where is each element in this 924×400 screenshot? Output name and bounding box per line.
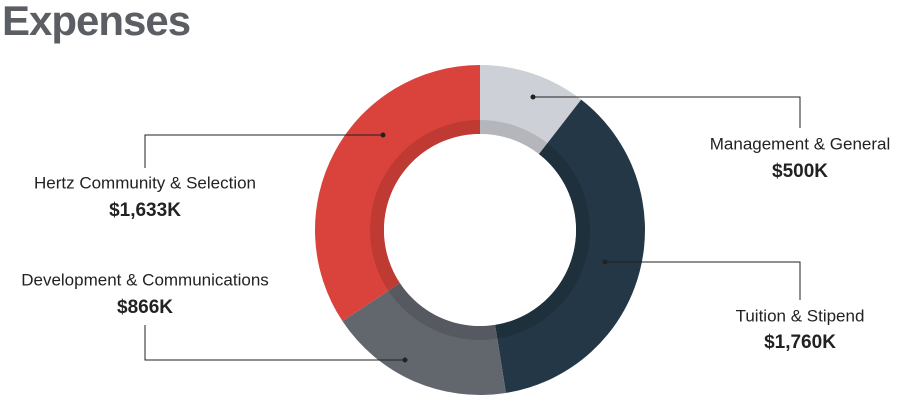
wedge: [315, 65, 480, 322]
wedge: [495, 99, 645, 393]
callouts: Management & General $500K Tuition & Stipe…: [21, 94, 891, 363]
value-label: $1,760K: [764, 332, 836, 353]
category-label: Management & General: [710, 134, 891, 153]
value-label: $1,633K: [109, 200, 181, 221]
leader-dot: [380, 132, 386, 138]
value-label: $500K: [772, 161, 828, 182]
chart-title: Expenses: [2, 0, 190, 44]
leader-dot: [602, 259, 608, 265]
leader-dot: [402, 357, 408, 363]
leader-dot: [530, 94, 536, 100]
wedge: [480, 65, 582, 155]
leader-line: [605, 261, 801, 300]
inner-shadow-ring: [370, 120, 590, 340]
leader-line: [533, 96, 801, 128]
category-label: Tuition & Stipend: [736, 306, 865, 325]
leader-line: [144, 325, 405, 361]
donut: [315, 65, 645, 395]
category-label: Development & Communications: [21, 270, 269, 289]
wedge: [342, 283, 506, 395]
donut-hole: [384, 134, 576, 326]
category-label: Hertz Community & Selection: [34, 173, 256, 192]
leader-line: [144, 134, 383, 168]
value-label: $866K: [117, 297, 173, 318]
